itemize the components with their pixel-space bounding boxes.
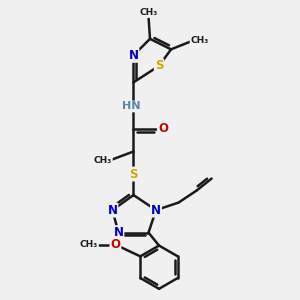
Text: CH₃: CH₃: [80, 240, 98, 249]
Text: CH₃: CH₃: [94, 156, 112, 165]
Text: N: N: [151, 204, 161, 217]
Text: N: N: [128, 49, 139, 62]
Text: O: O: [158, 122, 168, 136]
Text: O: O: [110, 238, 120, 251]
Text: CH₃: CH₃: [140, 8, 158, 17]
Text: HN: HN: [122, 101, 140, 111]
Text: N: N: [113, 226, 124, 239]
Text: S: S: [155, 59, 163, 72]
Text: N: N: [107, 204, 117, 217]
Text: CH₃: CH₃: [190, 36, 209, 45]
Text: S: S: [129, 167, 138, 181]
